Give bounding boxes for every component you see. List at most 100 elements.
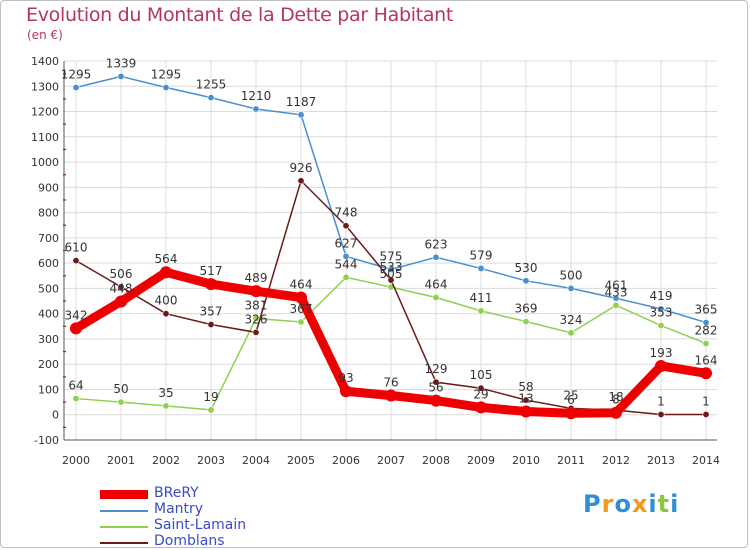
x-tick-label: 2007 (377, 454, 405, 467)
legend-label: Saint-Lamain (154, 517, 247, 533)
logo-letter: r (601, 490, 615, 518)
data-label: 76 (383, 376, 398, 390)
data-point (430, 394, 442, 407)
data-label: 326 (245, 312, 268, 326)
data-label: 282 (695, 323, 718, 337)
data-label: 533 (380, 260, 403, 274)
data-point (342, 222, 350, 230)
data-label: 129 (425, 362, 448, 376)
y-tick-label: -100 (34, 434, 59, 447)
data-point (72, 257, 80, 265)
y-tick-label: 700 (38, 232, 59, 245)
x-tick-label: 2005 (287, 454, 315, 467)
data-point (475, 401, 487, 414)
data-label: 579 (470, 248, 493, 262)
data-point (655, 359, 667, 372)
data-point (117, 283, 125, 291)
data-label: 367 (290, 302, 313, 316)
data-label: 29 (473, 387, 488, 401)
data-point (160, 266, 172, 279)
data-label: 1 (702, 394, 710, 408)
legend-item: BReRY (100, 485, 300, 502)
y-tick-label: 1100 (31, 131, 59, 144)
data-label: 517 (200, 264, 223, 278)
x-tick-label: 2011 (557, 454, 585, 467)
data-point (700, 367, 712, 380)
y-tick-label: 300 (38, 333, 59, 346)
data-label: 64 (68, 379, 83, 393)
data-point (297, 111, 305, 119)
data-point (252, 328, 260, 336)
logo-letter: i (670, 490, 680, 518)
data-point (205, 278, 217, 291)
data-point (385, 389, 397, 402)
data-point (567, 284, 575, 292)
data-point (207, 321, 215, 329)
chart-subtitle: (en €) (27, 28, 63, 42)
data-point (657, 322, 665, 330)
data-point (612, 301, 620, 309)
legend-label: Mantry (154, 501, 204, 517)
data-point (432, 253, 440, 261)
data-point (295, 291, 307, 304)
chart-title: Evolution du Montant de la Dette par Hab… (26, 4, 454, 26)
data-label: 400 (155, 294, 178, 308)
data-label: 419 (650, 289, 673, 303)
data-label: 58 (518, 380, 533, 394)
y-tick-label: 100 (38, 383, 59, 396)
data-point (117, 72, 125, 80)
x-tick-label: 2004 (242, 454, 270, 467)
y-tick-label: 0 (52, 409, 59, 422)
data-label: 544 (335, 257, 358, 271)
data-label: 13 (518, 391, 533, 405)
data-label: 324 (560, 313, 583, 327)
legend-swatch (100, 526, 148, 528)
logo-letter: i (648, 490, 658, 518)
y-tick-label: 900 (38, 181, 59, 194)
data-label: 411 (470, 291, 493, 305)
data-label: 464 (290, 277, 313, 291)
x-tick-label: 2003 (197, 454, 225, 467)
data-point (70, 322, 82, 335)
data-point (522, 317, 530, 325)
data-label: 1 (657, 394, 665, 408)
x-tick-label: 2012 (602, 454, 630, 467)
x-tick-label: 2006 (332, 454, 360, 467)
data-label: 93 (338, 371, 353, 385)
data-point (340, 385, 352, 398)
data-label: 105 (470, 368, 493, 382)
data-label: 164 (695, 353, 718, 367)
y-tick-label: 500 (38, 282, 59, 295)
legend-item: Saint-Lamain (100, 517, 300, 534)
x-tick-label: 2013 (647, 454, 675, 467)
data-label: 575 (380, 249, 403, 263)
data-label: 8 (612, 393, 620, 407)
legend-item: Mantry (100, 501, 300, 518)
data-point (250, 285, 262, 298)
data-label: 6 (567, 393, 575, 407)
data-label: 506 (110, 267, 133, 281)
data-label: 353 (650, 306, 673, 320)
data-point (477, 307, 485, 315)
y-tick-label: 1200 (31, 106, 59, 119)
data-label: 1187 (286, 95, 317, 109)
y-tick-label: 600 (38, 257, 59, 270)
data-point (565, 407, 577, 420)
x-tick-label: 2000 (62, 454, 90, 467)
data-point (207, 406, 215, 414)
data-label: 623 (425, 237, 448, 251)
legend-swatch (100, 542, 148, 544)
logo-letter: t (657, 490, 671, 518)
y-tick-label: 400 (38, 308, 59, 321)
data-label: 505 (380, 267, 403, 281)
data-point (252, 105, 260, 113)
y-tick-label: 1000 (31, 156, 59, 169)
data-label: 610 (65, 241, 88, 255)
y-tick-label: 800 (38, 207, 59, 220)
data-label: 464 (425, 277, 448, 291)
data-point (612, 294, 620, 302)
data-point (432, 293, 440, 301)
data-label: 489 (245, 271, 268, 285)
data-point (342, 252, 350, 260)
legend-item: Domblans (100, 533, 300, 550)
